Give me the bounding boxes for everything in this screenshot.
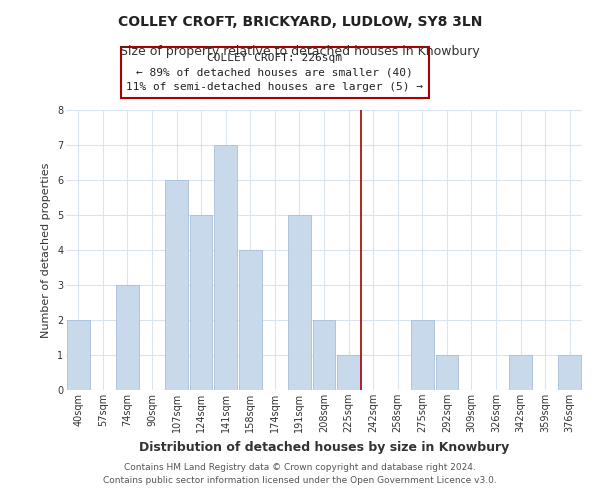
Text: Size of property relative to detached houses in Knowbury: Size of property relative to detached ho… [120, 45, 480, 58]
Bar [165, 180, 188, 390]
Bar [559, 355, 581, 390]
Bar [313, 320, 335, 390]
Bar [116, 285, 139, 390]
Bar [190, 215, 212, 390]
X-axis label: Distribution of detached houses by size in Knowbury: Distribution of detached houses by size … [139, 440, 509, 454]
Bar [288, 215, 311, 390]
Bar [411, 320, 434, 390]
Text: Contains HM Land Registry data © Crown copyright and database right 2024.
Contai: Contains HM Land Registry data © Crown c… [103, 463, 497, 485]
Bar [337, 355, 360, 390]
Text: COLLEY CROFT: 226sqm
← 89% of detached houses are smaller (40)
11% of semi-detac: COLLEY CROFT: 226sqm ← 89% of detached h… [127, 53, 424, 92]
Bar [509, 355, 532, 390]
Bar [214, 145, 237, 390]
Bar [67, 320, 89, 390]
Bar [239, 250, 262, 390]
Y-axis label: Number of detached properties: Number of detached properties [41, 162, 52, 338]
Text: COLLEY CROFT, BRICKYARD, LUDLOW, SY8 3LN: COLLEY CROFT, BRICKYARD, LUDLOW, SY8 3LN [118, 15, 482, 29]
Bar [436, 355, 458, 390]
